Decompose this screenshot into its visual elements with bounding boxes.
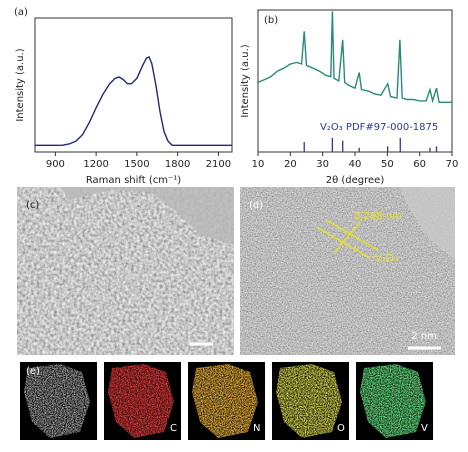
hrtem-image-d: (d) 0.248 nm V₂O₃ 2 nm bbox=[240, 187, 455, 355]
y-axis-label: Intensity (a.u.) bbox=[240, 44, 251, 117]
d-spacing: 0.248 nm bbox=[354, 211, 402, 222]
x-tick-label: 40 bbox=[349, 159, 362, 170]
lattice-line bbox=[334, 221, 361, 253]
scale-bar-label: 2 nm bbox=[411, 331, 437, 342]
data-line bbox=[35, 55, 232, 146]
element-label: N bbox=[253, 423, 260, 434]
x-tick-label: 30 bbox=[316, 159, 329, 170]
background-region bbox=[17, 187, 234, 245]
map-haadf: (e) bbox=[20, 362, 97, 440]
map-c: C bbox=[104, 362, 181, 440]
map-v: V bbox=[356, 362, 433, 440]
x-tick-label: 10 bbox=[252, 159, 265, 170]
lattice-line bbox=[325, 219, 379, 251]
tem-image-c: (c) bbox=[17, 187, 234, 355]
map-n: N bbox=[188, 362, 265, 440]
x-tick-label: 70 bbox=[446, 159, 459, 170]
element-label: O bbox=[337, 423, 345, 434]
plot-frame bbox=[34, 17, 233, 153]
y-axis-label: Intensity (a.u.) bbox=[15, 48, 26, 121]
element-label: V bbox=[421, 423, 428, 434]
phase-label: V₂O₃ bbox=[375, 253, 398, 264]
panel-label: (d) bbox=[249, 200, 263, 211]
panel-label: (c) bbox=[26, 200, 39, 211]
x-tick-label: 900 bbox=[46, 159, 65, 170]
background-region bbox=[400, 187, 455, 260]
panel-label: (b) bbox=[264, 15, 278, 26]
map-o: O bbox=[272, 362, 349, 440]
x-axis-label: Raman shift (cm⁻¹) bbox=[86, 175, 181, 186]
lattice-line bbox=[317, 227, 371, 259]
x-axis-label: 2θ (degree) bbox=[326, 175, 385, 186]
x-tick-label: 60 bbox=[413, 159, 426, 170]
x-tick-label: 1500 bbox=[124, 159, 149, 170]
x-tick-label: 2100 bbox=[206, 159, 231, 170]
x-tick-label: 1200 bbox=[83, 159, 108, 170]
eds-maps: (e) C N O V bbox=[20, 362, 433, 440]
x-tick-label: 1800 bbox=[165, 159, 190, 170]
panel-label: (a) bbox=[14, 7, 28, 18]
x-tick-label: 50 bbox=[381, 159, 394, 170]
x-tick-label: 20 bbox=[284, 159, 297, 170]
annotation: V₂O₃ PDF#97-000-1875 bbox=[320, 122, 438, 133]
panel-label: (e) bbox=[26, 366, 40, 377]
element-label: C bbox=[170, 423, 177, 434]
data-line bbox=[257, 11, 452, 104]
